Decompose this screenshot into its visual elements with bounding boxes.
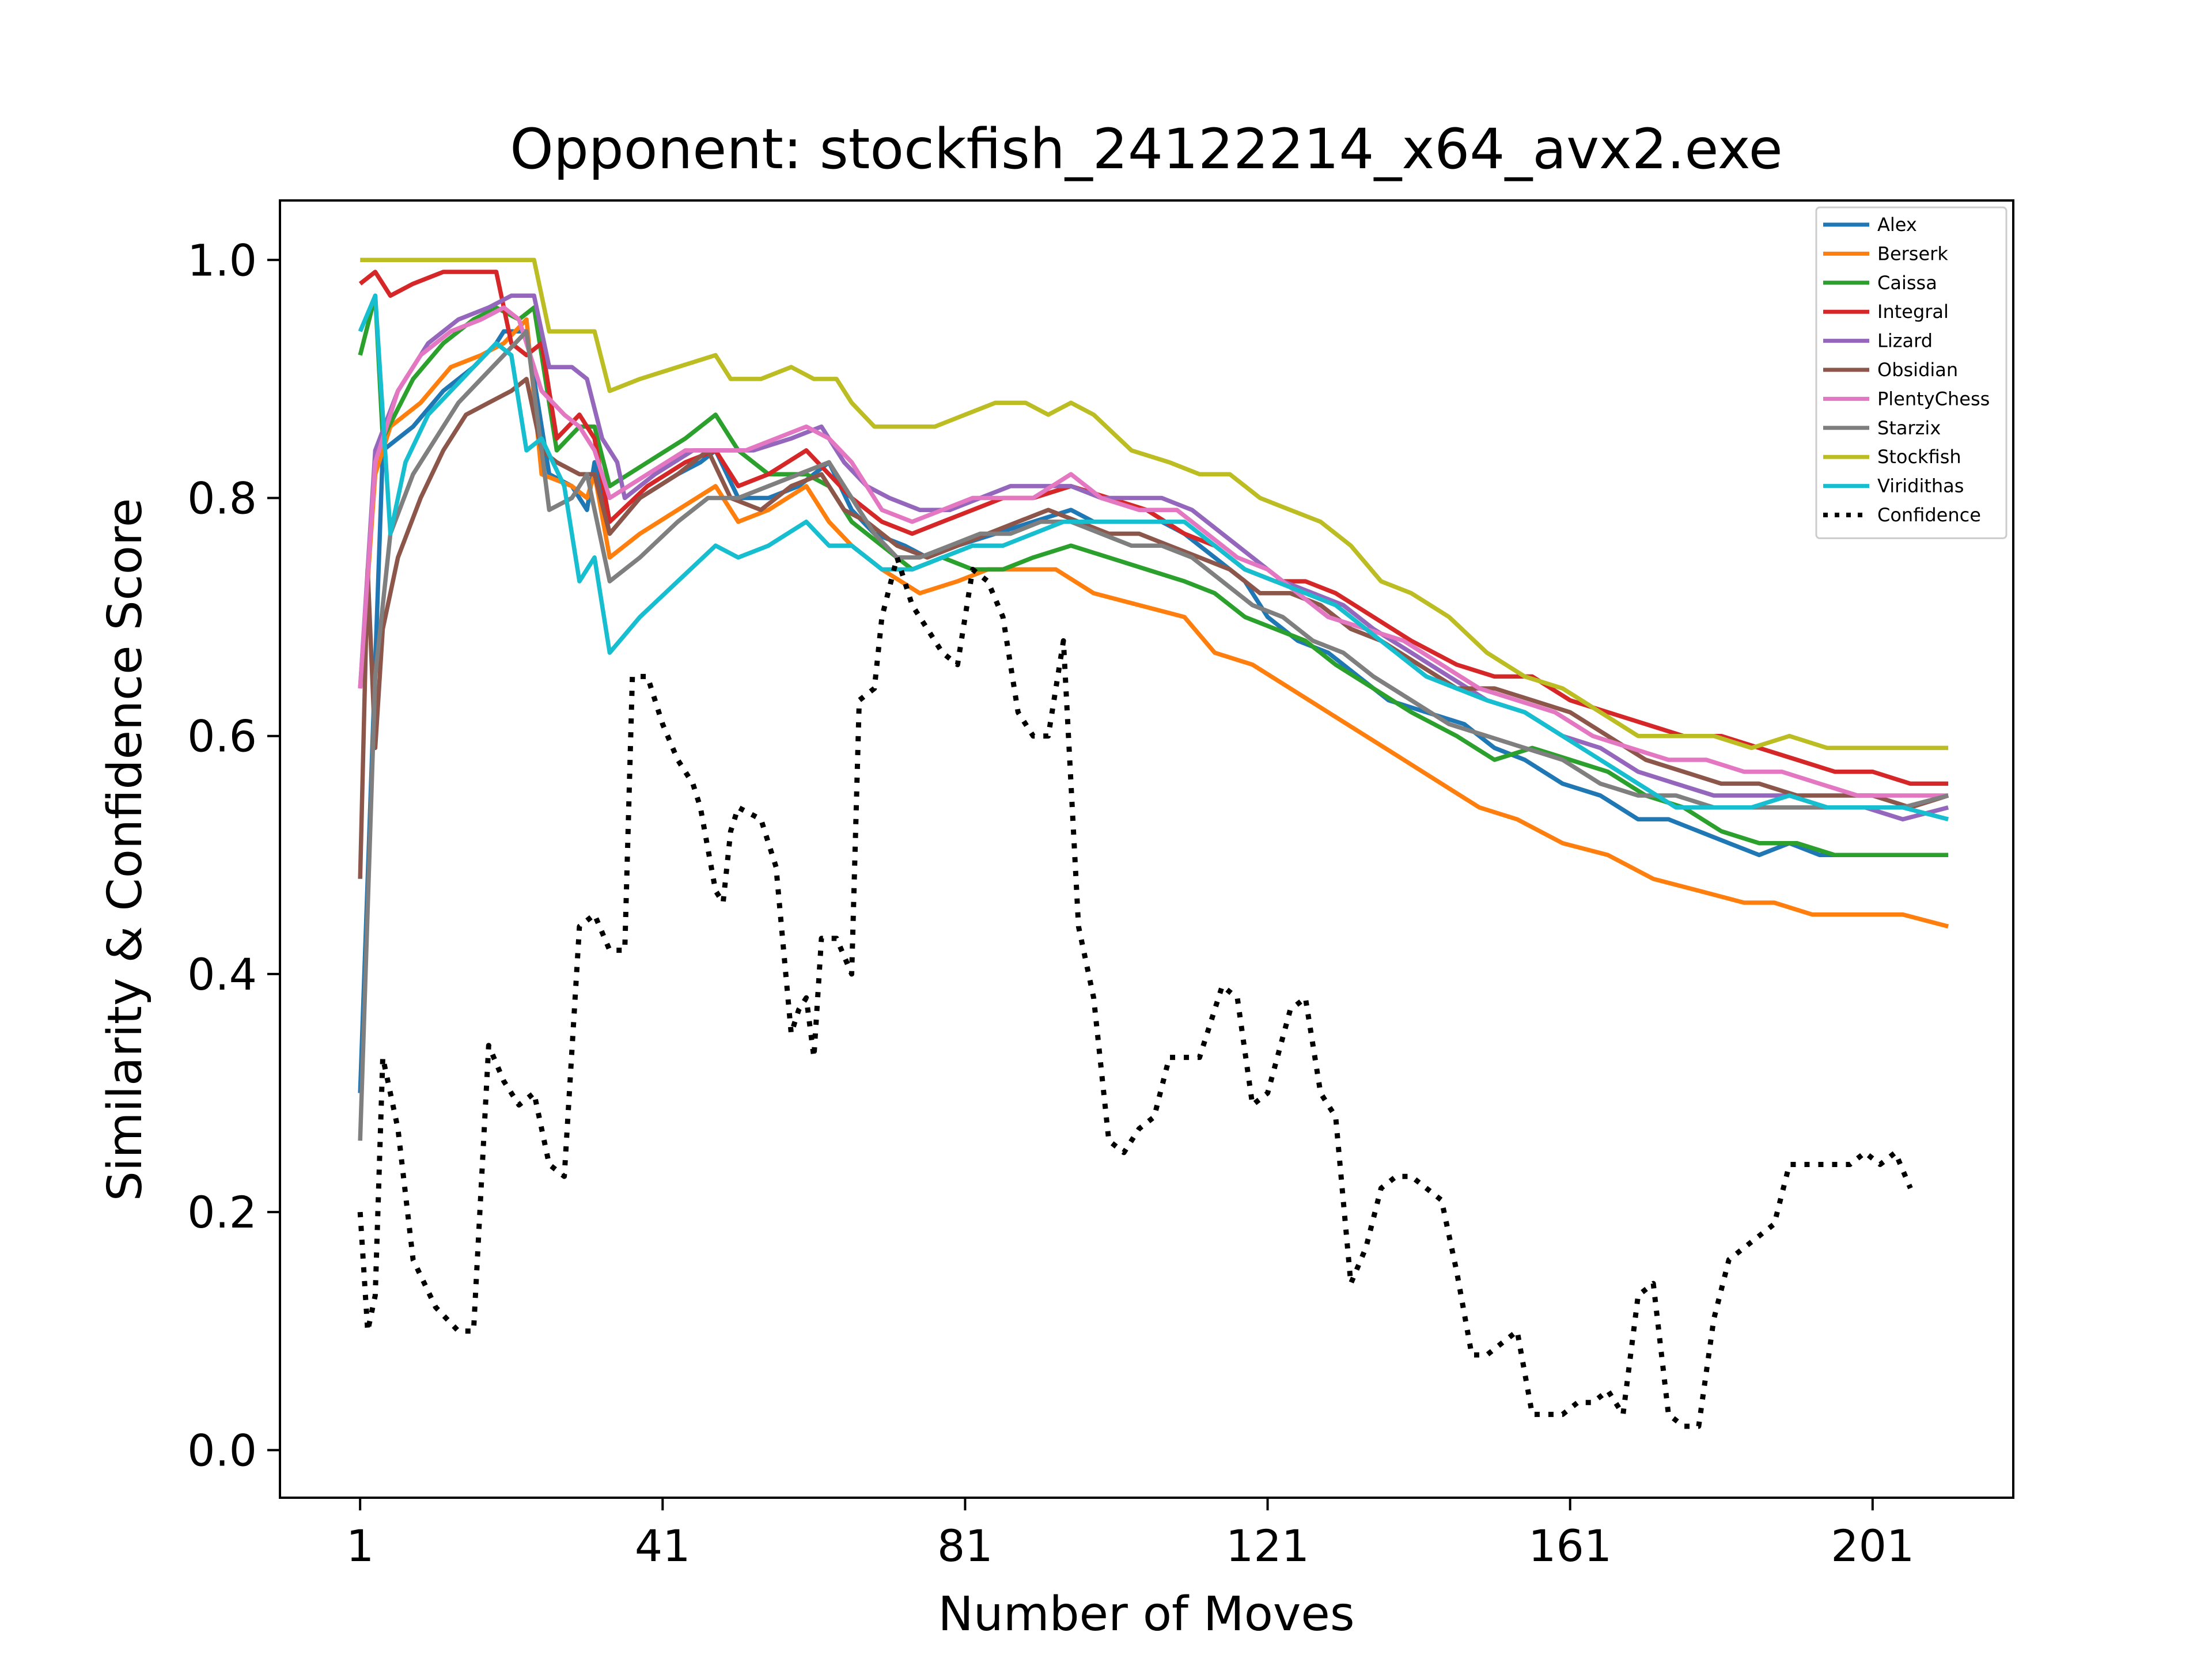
x-tick-label: 81 bbox=[937, 1520, 993, 1571]
y-tick-label: 0.0 bbox=[187, 1425, 257, 1476]
series-line-viridithas bbox=[358, 293, 1949, 821]
x-tick-label: 1 bbox=[346, 1520, 374, 1571]
plot-frame bbox=[279, 199, 2014, 1499]
series-line-plentychess bbox=[358, 305, 1949, 798]
legend-label-integral: Integral bbox=[1877, 301, 1949, 323]
legend-label-lizard: Lizard bbox=[1877, 330, 1933, 352]
y-tick-label: 0.2 bbox=[187, 1187, 257, 1238]
series-line-starzix bbox=[358, 329, 1949, 1141]
y-tick-label: 0.8 bbox=[187, 473, 257, 524]
legend: Alex Berserk Caissa Integral Lizard Obsidian P… bbox=[1815, 206, 2008, 539]
x-tick-label: 201 bbox=[1831, 1520, 1914, 1571]
legend-label-berserk: Berserk bbox=[1877, 243, 1948, 264]
axis-ticks: 1 41 81 121 161 201 0.0 0.2 0.4 0.6 0.8 1.0 bbox=[187, 234, 1914, 1571]
y-tick-label: 0.4 bbox=[187, 949, 257, 1000]
legend-label-caissa: Caissa bbox=[1877, 272, 1937, 294]
chart-title: Opponent: stockfish_24122214_x64_avx2.ex… bbox=[510, 117, 1782, 181]
legend-label-alex: Alex bbox=[1877, 214, 1917, 236]
x-tick-label: 41 bbox=[635, 1520, 691, 1571]
y-axis-label: Similarity & Confidence Score bbox=[98, 498, 153, 1202]
y-tick-label: 1.0 bbox=[187, 234, 257, 286]
y-tick-label: 0.6 bbox=[187, 711, 257, 762]
x-axis-label: Number of Moves bbox=[938, 1587, 1354, 1642]
series-line-lizard bbox=[358, 293, 1949, 822]
legend-label-viridithas: Viridithas bbox=[1877, 475, 1964, 497]
series-line-stockfish bbox=[360, 257, 1949, 751]
legend-label-obsidian: Obsidian bbox=[1877, 359, 1958, 381]
legend-label-stockfish: Stockfish bbox=[1877, 446, 1961, 468]
plot-lines bbox=[357, 257, 1949, 1429]
legend-label-starzix: Starzix bbox=[1877, 417, 1941, 439]
legend-label-plentychess: PlentyChess bbox=[1877, 388, 1990, 410]
x-tick-label: 121 bbox=[1226, 1520, 1309, 1571]
legend-label-confidence: Confidence bbox=[1877, 504, 1981, 526]
x-tick-label: 161 bbox=[1528, 1520, 1612, 1571]
